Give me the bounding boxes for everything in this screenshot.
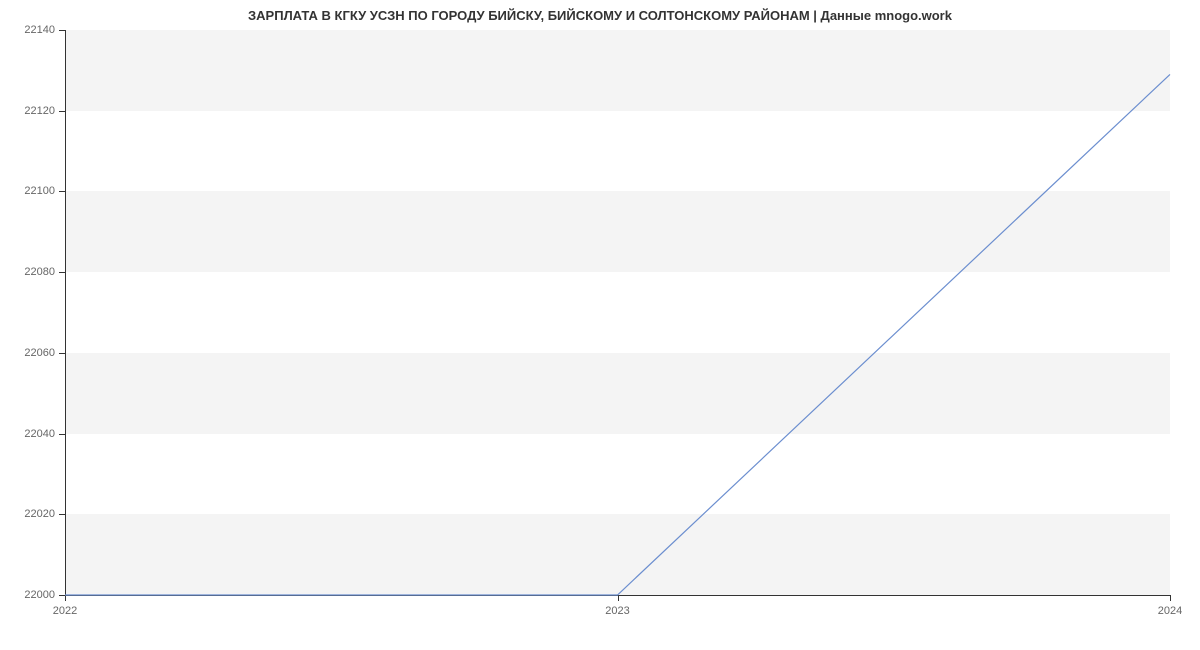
plot-area: 2200022020220402206022080221002212022140… xyxy=(65,30,1170,595)
y-tick-label: 22080 xyxy=(0,266,55,278)
x-tick-label: 2024 xyxy=(1158,605,1182,617)
y-tick-label: 22060 xyxy=(0,347,55,359)
series-line xyxy=(65,74,1170,595)
y-tick-label: 22140 xyxy=(0,24,55,36)
x-tick-label: 2023 xyxy=(605,605,629,617)
y-tick-label: 22120 xyxy=(0,105,55,117)
y-tick-label: 22040 xyxy=(0,428,55,440)
x-tick xyxy=(65,595,66,601)
series-layer xyxy=(65,30,1170,595)
y-tick-label: 22100 xyxy=(0,185,55,197)
y-tick-label: 22000 xyxy=(0,589,55,601)
y-tick-label: 22020 xyxy=(0,508,55,520)
x-tick xyxy=(1170,595,1171,601)
salary-line-chart: ЗАРПЛАТА В КГКУ УСЗН ПО ГОРОДУ БИЙСКУ, Б… xyxy=(0,0,1200,650)
x-tick-label: 2022 xyxy=(53,605,77,617)
chart-title: ЗАРПЛАТА В КГКУ УСЗН ПО ГОРОДУ БИЙСКУ, Б… xyxy=(0,8,1200,23)
x-tick xyxy=(618,595,619,601)
